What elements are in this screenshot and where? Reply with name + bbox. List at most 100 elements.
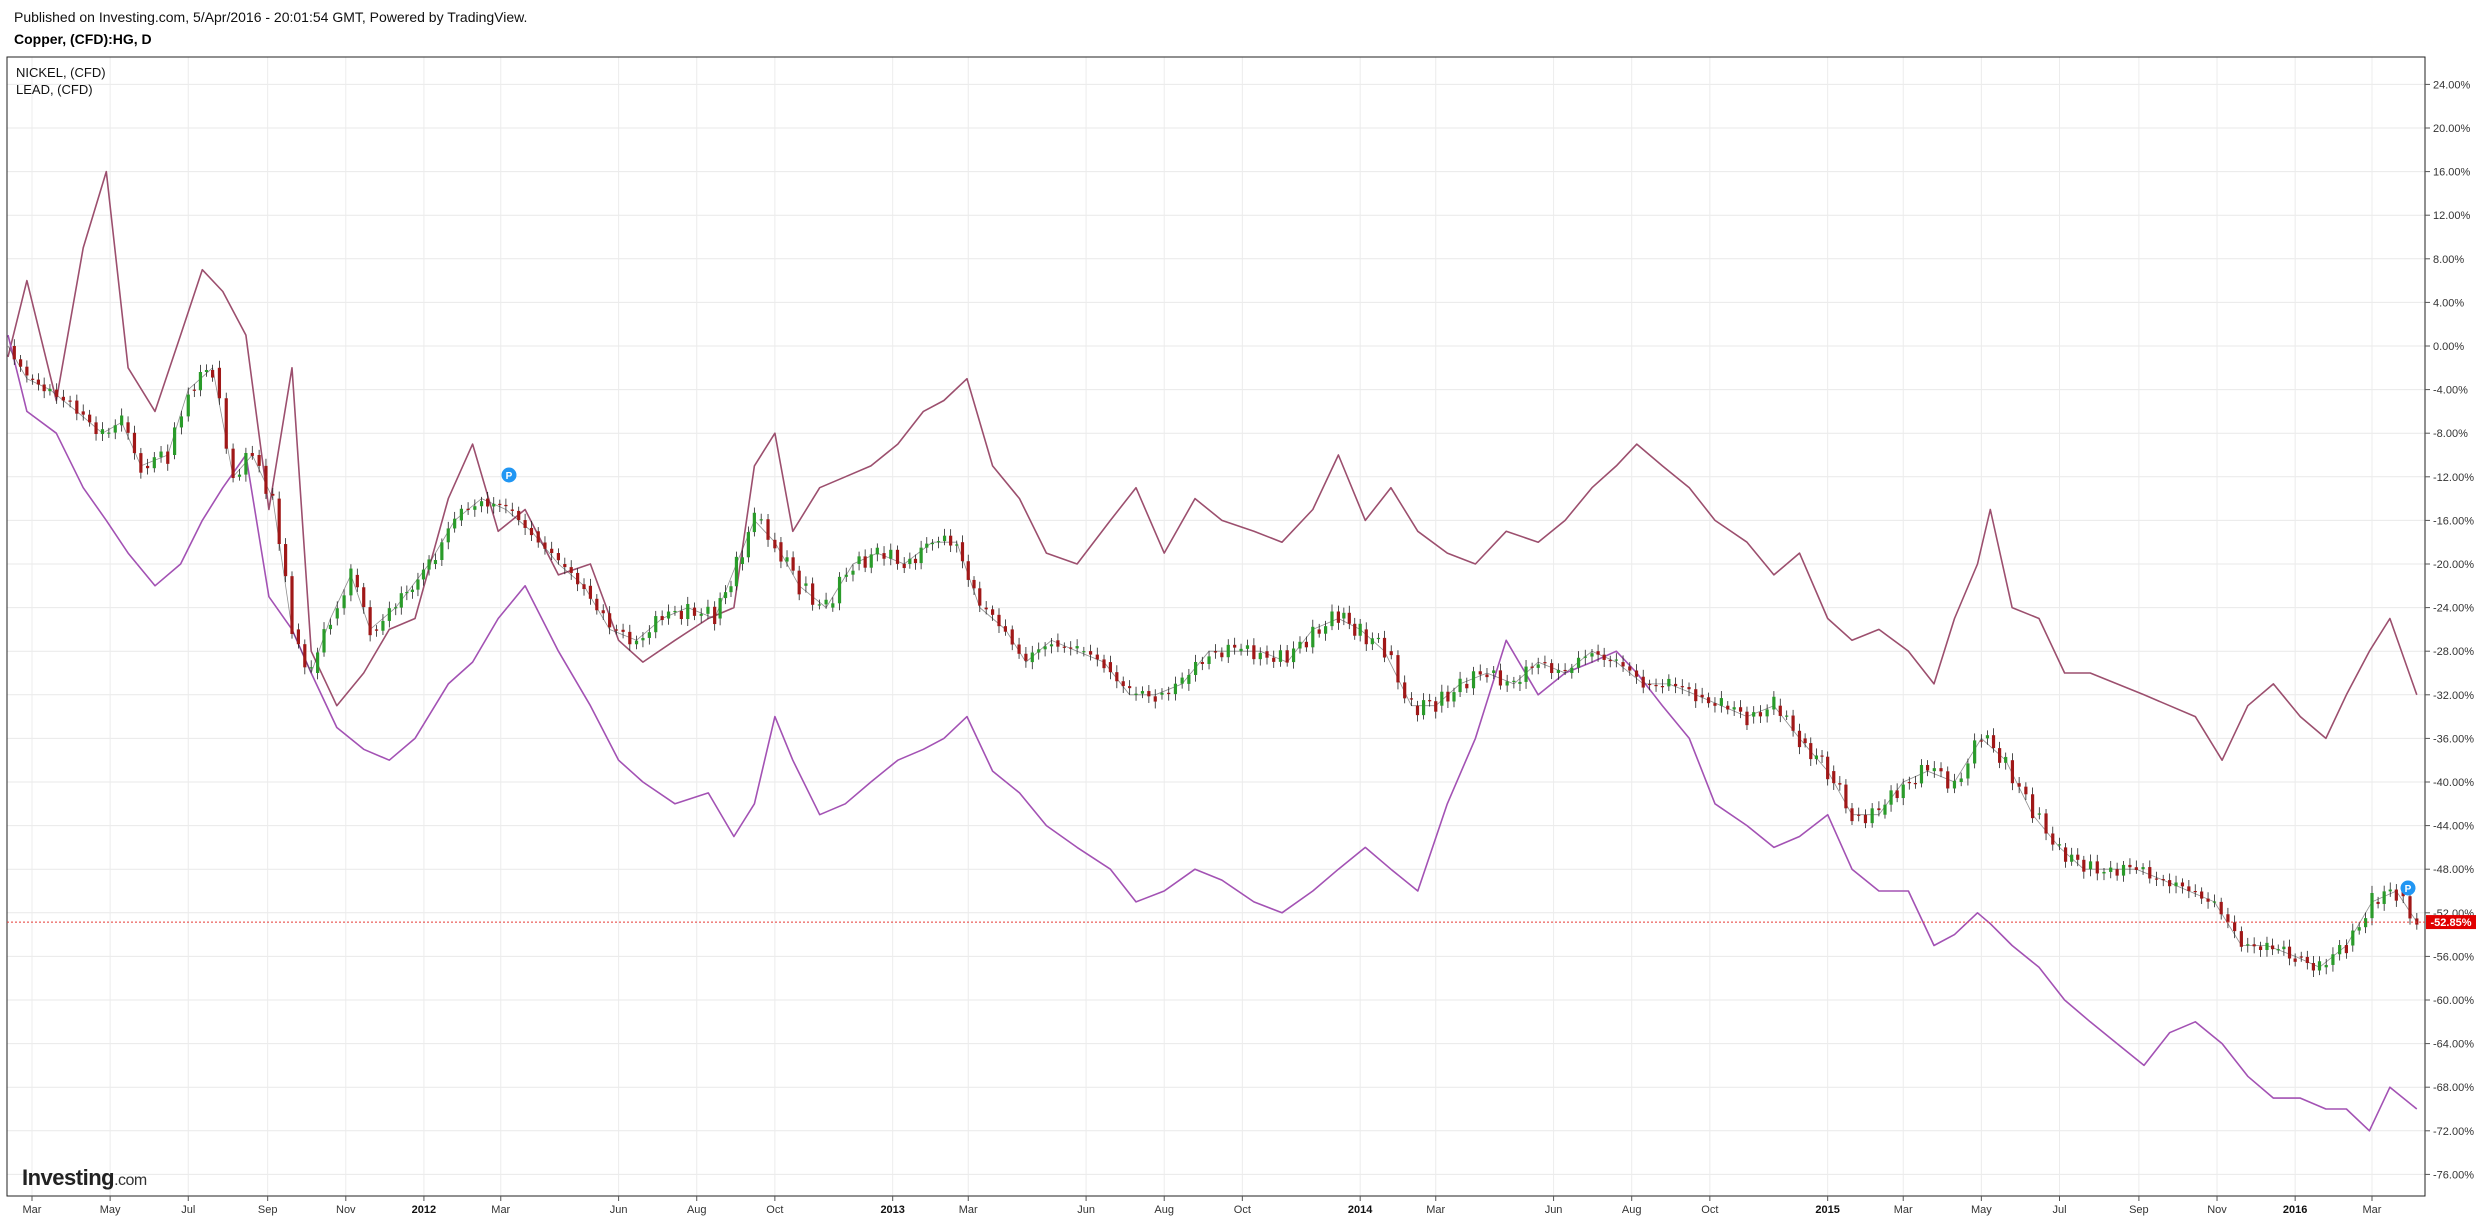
candle-down [1913,783,1917,785]
candle-down [1434,701,1438,712]
candle-down [1826,756,1830,780]
event-marker-glyph: P [506,471,513,482]
candle-up [647,632,651,638]
legend-item-lead[interactable]: LEAD, (CFD) [16,82,93,97]
candle-up [2282,946,2286,950]
candle-up [729,586,733,593]
candle-down [1797,730,1802,748]
candle-up [1959,778,1963,782]
candle-up [1193,661,1198,675]
y-tick-label: -76.00% [2433,1169,2474,1181]
candle-down [966,561,970,580]
candle-down [2115,869,2119,876]
x-tick-label: Sep [2129,1204,2149,1216]
candle-down [145,465,150,469]
candle-up [718,598,722,619]
series-close-line [7,345,2418,968]
candle-up [919,547,923,564]
candle-down [2299,956,2303,958]
candle-up [2331,954,2335,965]
candle-up [410,589,414,593]
candle-up [654,616,658,633]
last-value-badge [2426,915,2476,930]
candle-down [1024,653,1028,661]
candle-down [2219,901,2223,915]
y-tick-label: -56.00% [2433,951,2474,963]
candle-down [42,384,46,392]
candle-up [113,425,117,433]
candle-down [1877,808,1881,811]
y-tick-label: -4.00% [2433,385,2468,397]
candle-up [824,599,828,605]
candle-down [2076,854,2080,860]
candle-down [75,400,79,414]
candle-up [1258,652,1262,660]
candle-up [1512,680,1516,683]
x-tick-label: Nov [2207,1204,2227,1216]
x-tick-label: Jul [181,1204,195,1216]
candle-up [309,667,313,669]
candle-down [1102,659,1106,669]
candle-up [328,624,333,630]
candle-down [1660,686,1665,688]
candle-down [1108,662,1113,673]
candle-down [1095,654,1099,660]
candle-up [107,432,111,434]
series-line-lead-cfd [7,334,2418,1132]
x-tick-label: Mar [23,1204,42,1216]
candle-up [1082,651,1086,653]
candle-up [198,372,203,391]
candle-up [446,528,450,543]
y-tick-label: 20.00% [2433,123,2471,135]
candle-down [1596,651,1600,655]
candle-down [550,548,554,554]
candle-down [1602,654,1606,660]
y-tick-label: 8.00% [2433,254,2464,266]
candle-down [504,504,508,507]
candle-up [1140,691,1145,694]
candle-down [1336,611,1341,623]
candle-down [1364,629,1368,645]
candle-up [930,542,934,545]
candle-down [588,585,593,599]
candle-down [608,613,612,628]
candle-up [1323,626,1328,634]
candle-down [250,452,254,456]
candle-up [2388,889,2392,892]
candle-up [1245,645,1250,649]
candle-up [734,556,739,587]
y-tick-label: 16.00% [2433,167,2471,179]
candle-down [1465,683,1469,689]
x-tick-label: Aug [1622,1204,1642,1216]
candle-down [1272,657,1276,662]
candle-down [556,553,561,561]
candle-up [387,608,391,621]
event-marker-icon [501,467,517,483]
candle-down [2226,914,2230,923]
candle-up [2004,756,2008,763]
candle-down [1791,715,1795,731]
x-tick-label: Oct [766,1204,783,1216]
candle-up [492,503,496,507]
candle-up [440,542,444,561]
candle-down [601,610,605,614]
candle-down [94,422,98,435]
x-tick-label: Sep [258,1204,278,1216]
candle-up [2102,871,2106,874]
candle-down [1838,783,1842,785]
candle-up [2246,944,2250,946]
candle-down [1317,629,1321,634]
legend-item-nickel[interactable]: NICKEL, (CFD) [16,65,106,80]
candle-down [984,607,988,610]
candle-down [2239,931,2243,947]
candle-up [1330,611,1334,627]
candle-up [1752,712,1756,717]
candle-up [244,452,248,475]
candle-up [857,556,861,564]
candle-up [1667,678,1671,687]
candle-down [362,587,366,608]
candle-up [1932,768,1936,772]
candle-down [1621,662,1625,667]
candle-up [433,560,438,564]
